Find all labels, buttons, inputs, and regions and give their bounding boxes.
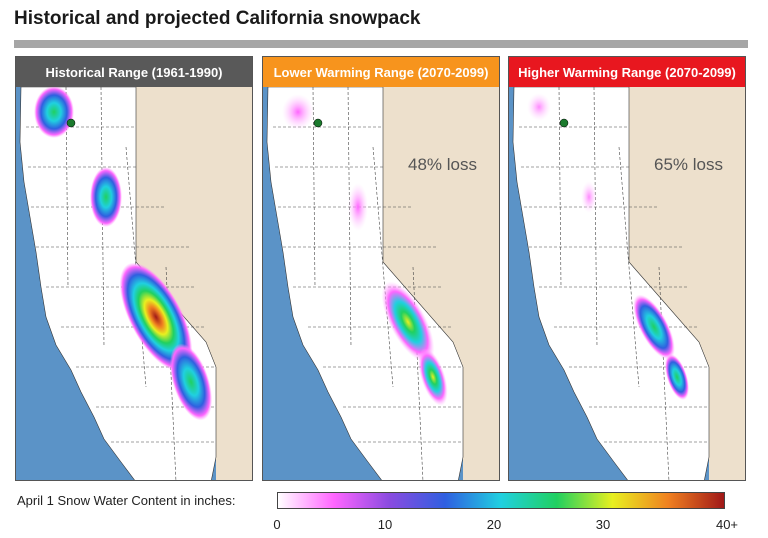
lake-marker [313, 118, 323, 128]
snow-south-sierra [169, 343, 213, 421]
legend-label: April 1 Snow Water Content in inches: [17, 493, 236, 508]
neighbor-land [629, 87, 745, 480]
map-panel-historical: Historical Range (1961-1990) [15, 56, 253, 481]
snow-cascades [90, 167, 122, 227]
snow-sierra [633, 294, 675, 360]
panel-header-lower-warming: Lower Warming Range (2070-2099) [263, 57, 499, 87]
neighbor-land [136, 87, 252, 480]
snow-cascades [581, 181, 597, 213]
california-map-lower-warming [263, 87, 499, 480]
snow-sierra [381, 281, 435, 363]
neighbor-land [383, 87, 499, 480]
california-map-higher-warming [509, 87, 745, 480]
california [512, 87, 710, 480]
snow-north [527, 93, 551, 121]
map-panel-higher-warming: Higher Warming Range (2070-2099) [508, 56, 746, 481]
title-divider [14, 40, 748, 48]
california-map-historical [16, 87, 252, 480]
california [19, 87, 217, 480]
panel-header-higher-warming: Higher Warming Range (2070-2099) [509, 57, 745, 87]
snow-sierra [119, 262, 193, 372]
color-scale-bar [277, 492, 725, 509]
legend-tick-10: 10 [377, 517, 393, 532]
legend-tick-30: 30 [595, 517, 611, 532]
panel-header-historical: Historical Range (1961-1990) [16, 57, 252, 87]
legend-tick-0: 0 [273, 517, 281, 532]
snow-north [34, 87, 74, 138]
figure-title: Historical and projected California snow… [14, 8, 421, 29]
snow-cascades [348, 183, 368, 231]
lake-marker [559, 118, 569, 128]
loss-label-lower: 48% loss [408, 155, 477, 174]
california [266, 87, 464, 480]
snow-north [282, 94, 314, 130]
legend-tick-20: 20 [486, 517, 502, 532]
map-panel-lower-warming: Lower Warming Range (2070-2099) [262, 56, 500, 481]
legend-tick-40: 40+ [715, 517, 739, 532]
loss-label-higher: 65% loss [654, 155, 723, 174]
snow-south-sierra [664, 353, 690, 401]
lake-marker [66, 118, 76, 128]
snow-south-sierra [418, 348, 448, 406]
